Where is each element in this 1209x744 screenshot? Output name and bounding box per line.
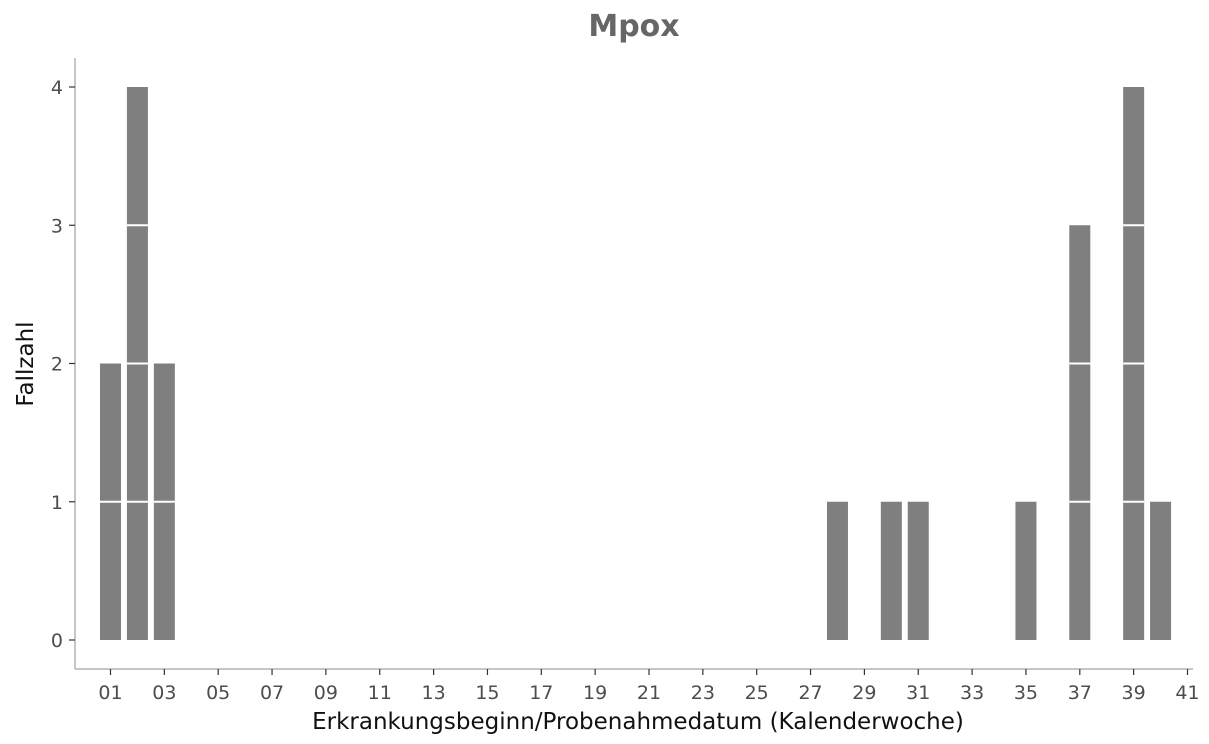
bar [880,501,902,640]
x-tick-label: 15 [475,682,499,704]
y-axis-title: Fallzahl [13,321,39,406]
bar-week-35 [1015,501,1037,640]
bar-week-39 [1123,87,1145,640]
bar-week-31 [907,501,929,640]
chart-title: Mpox [588,9,679,44]
x-tick-label: 37 [1068,682,1092,704]
y-tick-label: 4 [51,77,63,99]
y-axis-ticks: 0 1 2 3 4 [51,77,75,652]
x-tick-label: 21 [637,682,661,704]
x-tick-label: 27 [798,682,822,704]
x-tick-label: 01 [98,682,122,704]
x-tick-label: 41 [1175,682,1199,704]
x-tick-label: 05 [206,682,230,704]
x-tick-label: 29 [852,682,876,704]
bar-week-3 [153,363,175,640]
x-tick-label: 39 [1122,682,1146,704]
bar-week-2 [126,87,148,640]
bar-week-1 [100,363,121,640]
bar-week-30 [880,501,902,640]
bar-week-40 [1150,501,1172,640]
x-tick-label: 03 [152,682,176,704]
y-tick-label: 1 [51,492,63,514]
x-tick-label: 31 [906,682,930,704]
bar [826,501,848,640]
y-tick-label: 2 [51,354,63,376]
x-tick-label: 11 [368,682,392,704]
bar [1150,501,1172,640]
x-tick-label: 13 [422,682,446,704]
bar-week-28 [826,501,848,640]
bar [907,501,929,640]
x-tick-label: 23 [691,682,715,704]
bar [1015,501,1037,640]
bar [1069,225,1091,640]
bar-week-37 [1069,225,1091,640]
x-axis-title: Erkrankungsbeginn/Probenahmedatum (Kalen… [312,709,964,735]
x-axis-ticks: 01 03 05 07 09 11 13 15 17 19 21 23 25 27 29 31 33 35 37 39… [98,669,1200,704]
x-tick-label: 35 [1014,682,1038,704]
x-tick-label: 19 [583,682,607,704]
y-tick-label: 3 [51,215,63,237]
x-tick-label: 09 [314,682,338,704]
x-tick-label: 33 [960,682,984,704]
y-tick-label: 0 [51,630,63,652]
x-tick-label: 17 [529,682,553,704]
x-tick-label: 07 [260,682,284,704]
x-tick-label: 25 [745,682,769,704]
bars-group [100,87,1172,640]
